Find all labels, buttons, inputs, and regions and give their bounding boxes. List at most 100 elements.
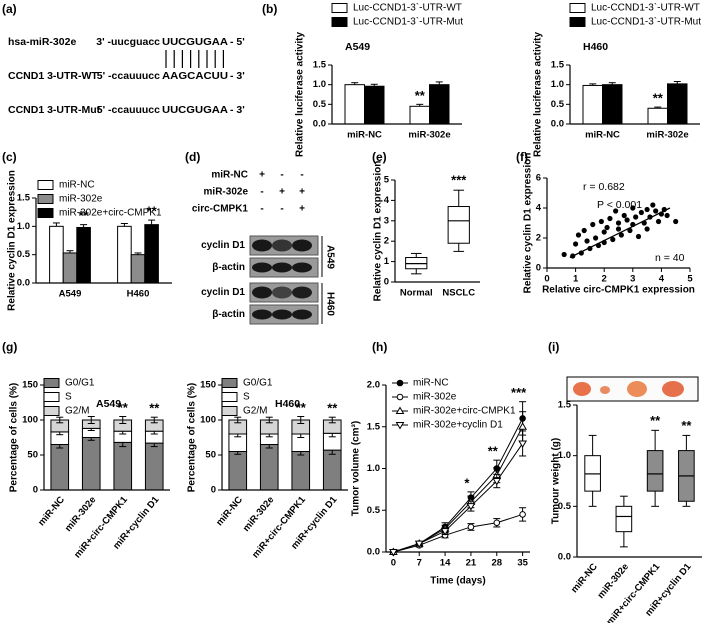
sequence-suffix: - 3' — [230, 104, 245, 116]
legend-label: miR-NC — [59, 180, 95, 191]
marker — [518, 440, 527, 448]
point — [613, 208, 619, 214]
legend-label: miR-302e+cyclin D1 — [413, 420, 503, 431]
band-label: β-actin — [212, 309, 245, 320]
sequence-name: CCND1 3-UTR-WT — [8, 70, 98, 82]
bar-segment — [81, 437, 101, 491]
marker — [518, 422, 527, 430]
significance: ** — [488, 444, 499, 459]
blot-band — [272, 239, 292, 252]
bar-segment — [144, 442, 164, 491]
blot-band — [272, 286, 292, 299]
bar — [130, 254, 146, 284]
cell-line-label: H460 — [324, 292, 335, 316]
bar — [344, 84, 365, 125]
legend-label: miR-302e — [413, 392, 457, 403]
sequence-seed: UUCGUGAA — [162, 36, 228, 48]
sequence-prefix: 5' -ccauuucc — [97, 104, 160, 116]
legend-swatch — [221, 392, 238, 402]
y-tick-label: 3 — [384, 215, 389, 226]
chart-title: H460 — [583, 41, 608, 53]
y-tick-label: 0 — [536, 263, 541, 274]
blot-band — [272, 309, 292, 320]
significance: *** — [511, 385, 527, 400]
y-axis-label: Relative cyclin D1 expression — [373, 161, 384, 302]
point — [615, 226, 622, 232]
y-tick-label: 150 — [22, 380, 38, 391]
band-label: β-actin — [212, 262, 245, 273]
x-tick-label: 0 — [391, 558, 396, 569]
point — [644, 226, 650, 232]
legend-swatch — [43, 378, 60, 388]
box — [646, 450, 664, 492]
panel-label: (i) — [548, 340, 559, 354]
significance: ** — [118, 400, 129, 415]
y-tick-label: 0.0 — [313, 119, 326, 130]
point — [610, 236, 616, 243]
legend-swatch — [331, 3, 348, 13]
y-tick-label: 6 — [536, 173, 541, 184]
sequence-name: hsa-miR-302e — [8, 36, 76, 48]
bar — [49, 225, 64, 284]
legend-swatch — [37, 194, 54, 204]
bar-segment — [291, 451, 311, 491]
box — [615, 505, 633, 533]
x-axis-label: Relative circ-CMPK1 expression — [542, 285, 695, 296]
y-tick-label: 4 — [384, 195, 390, 206]
series-line — [393, 513, 523, 553]
sequence-prefix: 5' -ccauuucc — [97, 70, 160, 82]
bar — [76, 226, 91, 284]
point — [621, 212, 627, 219]
blot-band — [252, 286, 272, 299]
x-tick-label: miR-302e — [408, 130, 450, 141]
x-tick-label: 28 — [491, 558, 502, 569]
treatment-label: miR-NC — [211, 170, 248, 181]
x-tick-label: Normal — [400, 288, 433, 299]
bar — [429, 84, 450, 125]
y-tick-label: 100 — [200, 415, 216, 426]
bar — [582, 84, 603, 125]
bar — [62, 252, 78, 284]
panel-label: (e) — [372, 150, 387, 164]
bar — [647, 107, 668, 125]
treatment-sign: - — [260, 204, 263, 215]
point — [638, 209, 644, 216]
x-axis-label: Time (days) — [430, 576, 485, 587]
annotation: r = 0.682 — [583, 181, 625, 193]
blot-band — [292, 286, 312, 299]
significance: ** — [147, 204, 158, 219]
x-tick-label: 4 — [659, 274, 665, 285]
series-line — [393, 443, 524, 553]
x-tick-label: H460 — [127, 289, 150, 300]
bar-segment — [50, 444, 70, 491]
y-tick-label: 0 — [384, 277, 389, 288]
blot-band — [292, 239, 312, 252]
x-tick-label: 7 — [417, 558, 422, 569]
blot-band — [272, 262, 292, 273]
y-tick-label: 5 — [384, 175, 390, 186]
point — [598, 218, 604, 225]
legend-label: G2/M — [65, 406, 89, 417]
significance: *** — [451, 173, 467, 188]
y-tick-label: 1.5 — [17, 193, 31, 204]
y-tick-label: 0.5 — [551, 99, 565, 110]
point — [573, 241, 579, 247]
blot-band — [292, 262, 312, 273]
x-tick-label: 1 — [573, 274, 579, 285]
chart-title: A549 — [96, 398, 121, 410]
treatment-sign: + — [299, 187, 305, 198]
legend-swatch — [569, 17, 586, 27]
point — [653, 208, 659, 214]
legend-swatch — [221, 406, 238, 416]
legend-label: G0/G1 — [65, 378, 95, 389]
sequence-name: CCND1 3-UTR-Mut — [8, 104, 101, 116]
bar-segment — [322, 449, 342, 491]
x-tick-label: 0 — [544, 274, 549, 285]
x-tick-label: miR-NC — [585, 130, 620, 141]
panel-label: (h) — [372, 340, 387, 354]
legend-label: G0/G1 — [243, 378, 273, 389]
y-tick-label: 50 — [27, 450, 38, 461]
x-tick-label: A549 — [59, 289, 82, 300]
treatment-sign: - — [260, 187, 263, 198]
